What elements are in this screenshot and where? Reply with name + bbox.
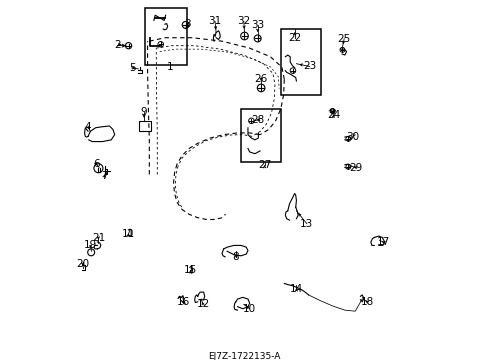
Bar <box>139 121 151 131</box>
Text: 20: 20 <box>76 260 89 269</box>
Text: 7: 7 <box>101 171 107 181</box>
Text: 17: 17 <box>376 237 389 247</box>
Text: 13: 13 <box>300 219 313 229</box>
Text: 8: 8 <box>232 252 239 262</box>
Text: 14: 14 <box>289 284 303 294</box>
Bar <box>280 29 320 95</box>
Text: 27: 27 <box>258 160 271 170</box>
Text: 29: 29 <box>348 162 362 172</box>
Text: 30: 30 <box>345 132 358 142</box>
Text: 2: 2 <box>114 40 120 50</box>
Text: 10: 10 <box>243 304 256 314</box>
Text: 28: 28 <box>251 115 264 125</box>
Text: 26: 26 <box>254 74 267 84</box>
Text: 4: 4 <box>84 122 91 132</box>
Text: 22: 22 <box>287 33 301 43</box>
Text: 12: 12 <box>196 299 209 309</box>
Text: 19: 19 <box>83 240 97 251</box>
Text: 5: 5 <box>128 63 135 73</box>
Text: 21: 21 <box>92 234 105 243</box>
Text: 31: 31 <box>208 17 221 27</box>
Bar <box>241 109 280 162</box>
Text: EJ7Z-1722135-A: EJ7Z-1722135-A <box>208 352 280 360</box>
Text: 32: 32 <box>237 17 250 27</box>
Text: 18: 18 <box>360 297 373 307</box>
Text: 11: 11 <box>122 229 135 239</box>
Text: 6: 6 <box>93 159 100 169</box>
Text: 23: 23 <box>303 62 316 72</box>
Text: 33: 33 <box>250 20 264 30</box>
Text: 24: 24 <box>326 110 340 120</box>
Bar <box>145 8 186 66</box>
Text: 25: 25 <box>337 34 350 44</box>
Text: 3: 3 <box>183 19 190 29</box>
Text: 16: 16 <box>177 297 190 307</box>
Text: 9: 9 <box>141 107 147 117</box>
Text: 15: 15 <box>184 265 197 275</box>
Text: 1: 1 <box>166 62 173 72</box>
